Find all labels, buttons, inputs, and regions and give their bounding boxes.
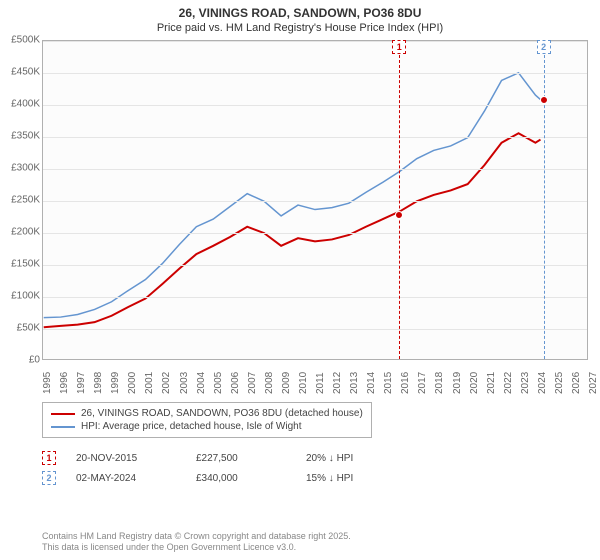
- x-axis-label: 2021: [486, 372, 497, 394]
- series-hpi: [44, 73, 541, 318]
- y-axis-label: £500K: [0, 35, 40, 46]
- x-axis-label: 2016: [400, 372, 411, 394]
- y-axis-label: £350K: [0, 131, 40, 142]
- transaction-row: 2 02-MAY-2024 £340,000 15% ↓ HPI: [42, 468, 396, 488]
- x-axis-label: 2002: [161, 372, 172, 394]
- gridline-h: [43, 105, 587, 106]
- transaction-delta: 20% ↓ HPI: [306, 453, 396, 464]
- transaction-date: 02-MAY-2024: [76, 473, 176, 484]
- gridline-h: [43, 297, 587, 298]
- transaction-date: 20-NOV-2015: [76, 453, 176, 464]
- footer-attribution: Contains HM Land Registry data © Crown c…: [42, 531, 351, 554]
- transaction-price: £227,500: [196, 453, 286, 464]
- x-axis-label: 2015: [383, 372, 394, 394]
- gridline-h: [43, 73, 587, 74]
- legend-item: 26, VININGS ROAD, SANDOWN, PO36 8DU (det…: [51, 407, 363, 420]
- legend-swatch: [51, 426, 75, 428]
- y-axis-label: £100K: [0, 291, 40, 302]
- chart-title: 26, VININGS ROAD, SANDOWN, PO36 8DU: [0, 0, 600, 20]
- x-axis-label: 2000: [127, 372, 138, 394]
- x-axis-label: 2003: [179, 372, 190, 394]
- gridline-h: [43, 201, 587, 202]
- gridline-h: [43, 329, 587, 330]
- y-axis-label: £150K: [0, 259, 40, 270]
- y-axis-label: £250K: [0, 195, 40, 206]
- x-axis-label: 2018: [434, 372, 445, 394]
- x-axis-label: 2013: [349, 372, 360, 394]
- gridline-h: [43, 41, 587, 42]
- x-axis-label: 2027: [588, 372, 599, 394]
- x-axis-label: 1996: [59, 372, 70, 394]
- gridline-h: [43, 169, 587, 170]
- transaction-badge: 2: [42, 471, 56, 485]
- gridline-h: [43, 265, 587, 266]
- x-axis-label: 2008: [264, 372, 275, 394]
- x-axis-label: 2012: [332, 372, 343, 394]
- x-axis-label: 2025: [554, 372, 565, 394]
- gridline-h: [43, 137, 587, 138]
- legend-swatch: [51, 413, 75, 415]
- marker-point-1: [395, 211, 403, 219]
- transaction-table: 1 20-NOV-2015 £227,500 20% ↓ HPI 2 02-MAY-202…: [42, 448, 396, 488]
- x-axis-label: 2006: [230, 372, 241, 394]
- y-axis-label: £200K: [0, 227, 40, 238]
- transaction-delta: 15% ↓ HPI: [306, 473, 396, 484]
- x-axis-label: 2005: [213, 372, 224, 394]
- x-axis-label: 1997: [76, 372, 87, 394]
- transaction-row: 1 20-NOV-2015 £227,500 20% ↓ HPI: [42, 448, 396, 468]
- legend-label: HPI: Average price, detached house, Isle…: [81, 421, 302, 432]
- y-axis-label: £400K: [0, 99, 40, 110]
- marker-point-2: [540, 96, 548, 104]
- x-axis-label: 2001: [144, 372, 155, 394]
- x-axis-label: 1998: [93, 372, 104, 394]
- y-axis-label: £300K: [0, 163, 40, 174]
- x-axis-label: 2011: [315, 372, 326, 394]
- x-axis-label: 2023: [520, 372, 531, 394]
- x-axis-label: 2014: [366, 372, 377, 394]
- x-axis-label: 2022: [503, 372, 514, 394]
- y-axis-label: £50K: [0, 323, 40, 334]
- transaction-price: £340,000: [196, 473, 286, 484]
- x-axis-label: 2026: [571, 372, 582, 394]
- x-axis-label: 2009: [281, 372, 292, 394]
- legend-label: 26, VININGS ROAD, SANDOWN, PO36 8DU (det…: [81, 408, 363, 419]
- marker-box-1: 1: [392, 40, 406, 54]
- legend-item: HPI: Average price, detached house, Isle…: [51, 420, 363, 433]
- footer-line1: Contains HM Land Registry data © Crown c…: [42, 531, 351, 543]
- x-axis-label: 2007: [247, 372, 258, 394]
- chart-area: 12 £0£50K£100K£150K£200K£250K£300K£350K£…: [0, 40, 600, 395]
- x-axis-label: 2017: [417, 372, 428, 394]
- x-axis-label: 2019: [452, 372, 463, 394]
- y-axis-label: £0: [0, 355, 40, 366]
- plot-region: 12: [42, 40, 588, 360]
- x-axis-label: 1995: [42, 372, 53, 394]
- y-axis-label: £450K: [0, 67, 40, 78]
- line-series: [43, 41, 587, 359]
- x-axis-label: 2020: [469, 372, 480, 394]
- marker-box-2: 2: [537, 40, 551, 54]
- footer-line2: This data is licensed under the Open Gov…: [42, 542, 351, 554]
- x-axis-label: 2004: [196, 372, 207, 394]
- chart-subtitle: Price paid vs. HM Land Registry's House …: [0, 20, 600, 34]
- x-axis-label: 2024: [537, 372, 548, 394]
- transaction-badge: 1: [42, 451, 56, 465]
- gridline-h: [43, 233, 587, 234]
- marker-line-1: [399, 55, 400, 359]
- legend: 26, VININGS ROAD, SANDOWN, PO36 8DU (det…: [42, 402, 372, 438]
- x-axis-label: 1999: [110, 372, 121, 394]
- x-axis-label: 2010: [298, 372, 309, 394]
